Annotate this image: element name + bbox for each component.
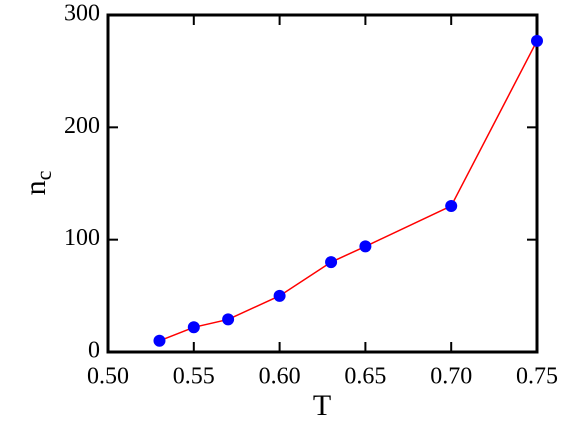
x-tick-label: 0.50 — [87, 364, 129, 390]
y-tick-label: 200 — [64, 113, 100, 139]
data-point — [273, 289, 286, 302]
x-axis-label: T — [313, 389, 331, 422]
x-tick-label: 0.60 — [259, 364, 301, 390]
plot-frame — [106, 13, 539, 354]
data-point — [531, 34, 543, 47]
y-axis-label-main: n — [19, 180, 52, 195]
x-tick-label: 0.55 — [173, 364, 215, 390]
data-point — [153, 334, 166, 347]
data-point — [325, 256, 338, 269]
data-point — [187, 321, 200, 334]
x-tick-label: 0.65 — [344, 364, 386, 390]
y-tick-label: 100 — [64, 225, 100, 251]
y-axis-label-sub: c — [31, 170, 56, 180]
x-tick-label: 0.75 — [516, 364, 558, 390]
x-tick-label: 0.70 — [430, 364, 472, 390]
y-tick-label: 0 — [88, 338, 100, 364]
data-point — [359, 240, 372, 253]
y-tick-label: 300 — [64, 1, 100, 27]
data-point — [222, 313, 235, 326]
y-axis-label: nc — [19, 170, 56, 195]
series-line — [159, 40, 538, 342]
data-point — [445, 199, 458, 212]
